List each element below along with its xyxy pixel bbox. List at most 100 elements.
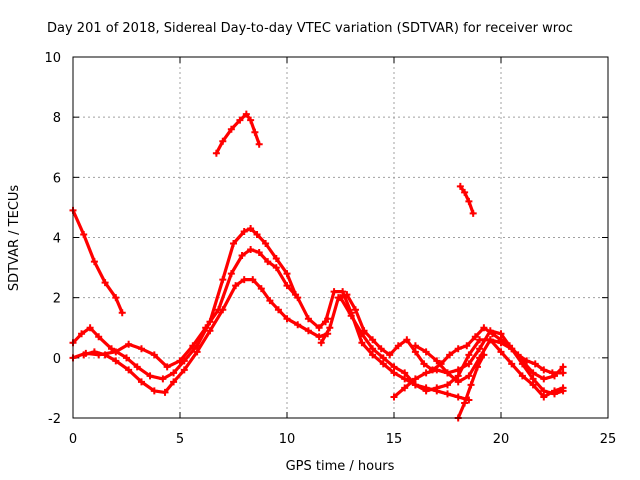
data-point bbox=[112, 294, 120, 302]
data-point bbox=[240, 276, 248, 284]
data-point bbox=[422, 384, 430, 392]
series-line bbox=[458, 184, 475, 215]
data-point bbox=[206, 327, 214, 335]
data-point bbox=[551, 387, 558, 395]
data-point bbox=[401, 384, 409, 392]
data-point bbox=[540, 387, 548, 395]
data-point bbox=[454, 378, 462, 386]
data-point bbox=[465, 197, 473, 205]
data-point bbox=[465, 372, 473, 380]
data-point bbox=[386, 351, 394, 359]
data-point bbox=[461, 188, 469, 196]
data-point bbox=[358, 330, 366, 338]
data-point bbox=[433, 357, 441, 365]
data-point bbox=[540, 366, 548, 374]
y-tick-label: 4 bbox=[53, 232, 61, 247]
data-point bbox=[369, 336, 377, 344]
data-point bbox=[189, 342, 197, 350]
data-point bbox=[467, 381, 475, 389]
data-point bbox=[518, 372, 526, 380]
data-point bbox=[255, 249, 263, 257]
data-point bbox=[80, 351, 88, 359]
data-point bbox=[315, 333, 323, 341]
data-point bbox=[379, 354, 387, 362]
data-point bbox=[476, 354, 484, 362]
data-point bbox=[274, 306, 282, 314]
data-point bbox=[125, 366, 133, 374]
data-point bbox=[219, 306, 227, 314]
data-point bbox=[390, 369, 398, 377]
data-point bbox=[454, 393, 462, 401]
data-point bbox=[232, 282, 240, 290]
data-point bbox=[78, 330, 86, 338]
data-point bbox=[411, 375, 419, 383]
data-point bbox=[411, 348, 419, 356]
data-point bbox=[433, 387, 441, 395]
data-point bbox=[283, 315, 291, 323]
data-point bbox=[497, 330, 505, 338]
data-point bbox=[540, 375, 548, 383]
x-tick-label: 0 bbox=[69, 432, 77, 447]
data-point bbox=[379, 360, 387, 368]
data-point bbox=[230, 240, 237, 248]
data-point bbox=[80, 230, 88, 238]
data-point bbox=[476, 336, 484, 344]
data-point bbox=[304, 327, 312, 335]
data-point bbox=[456, 182, 464, 190]
data-point bbox=[137, 378, 145, 386]
data-point bbox=[236, 116, 244, 124]
data-point bbox=[446, 351, 454, 359]
data-point bbox=[227, 270, 235, 278]
y-tick-label: 10 bbox=[44, 51, 61, 66]
data-point bbox=[242, 110, 250, 118]
data-point bbox=[444, 381, 451, 389]
data-point bbox=[337, 294, 344, 302]
series-arc-12 bbox=[411, 336, 567, 401]
data-point bbox=[170, 378, 178, 386]
data-point bbox=[463, 342, 471, 350]
data-point bbox=[255, 140, 263, 148]
data-point bbox=[253, 230, 261, 238]
data-point bbox=[219, 276, 227, 284]
series-arc-2 bbox=[212, 110, 263, 157]
data-point bbox=[146, 372, 154, 380]
data-point bbox=[193, 348, 201, 356]
data-point bbox=[551, 372, 558, 380]
data-point bbox=[508, 345, 516, 353]
y-tick-label: 8 bbox=[53, 111, 61, 126]
data-point bbox=[95, 333, 103, 341]
chart-title: Day 201 of 2018, Sidereal Day-to-day VTE… bbox=[47, 21, 573, 36]
data-point bbox=[559, 363, 567, 371]
data-point bbox=[219, 137, 227, 145]
x-tick-label: 15 bbox=[386, 432, 403, 447]
data-point bbox=[251, 128, 259, 136]
data-point bbox=[422, 369, 430, 377]
x-axis-label: GPS time / hours bbox=[286, 459, 395, 474]
data-point bbox=[351, 306, 359, 314]
data-point bbox=[247, 224, 255, 232]
data-point bbox=[330, 288, 338, 296]
series-arc-7 bbox=[317, 291, 567, 377]
data-point bbox=[401, 369, 409, 377]
data-point bbox=[358, 339, 366, 347]
data-point bbox=[101, 351, 109, 359]
data-point bbox=[422, 348, 430, 356]
data-point bbox=[486, 327, 494, 335]
data-point bbox=[529, 381, 537, 389]
series-line bbox=[71, 226, 298, 381]
x-tick-label: 25 bbox=[600, 432, 617, 447]
axis-ticks: 0 5 10 15 20 25 -2 0 2 4 6 8 10 bbox=[44, 51, 616, 447]
data-point bbox=[304, 315, 312, 323]
data-point bbox=[266, 297, 274, 305]
data-point bbox=[469, 209, 477, 217]
data-point bbox=[137, 345, 145, 353]
data-point bbox=[390, 393, 398, 401]
data-point bbox=[101, 279, 109, 287]
data-point bbox=[540, 393, 548, 401]
series-arc-9 bbox=[337, 294, 473, 404]
data-point bbox=[369, 345, 377, 353]
data-point bbox=[90, 258, 98, 266]
data-point bbox=[294, 321, 302, 329]
data-point bbox=[529, 375, 537, 383]
data-point bbox=[272, 264, 280, 272]
